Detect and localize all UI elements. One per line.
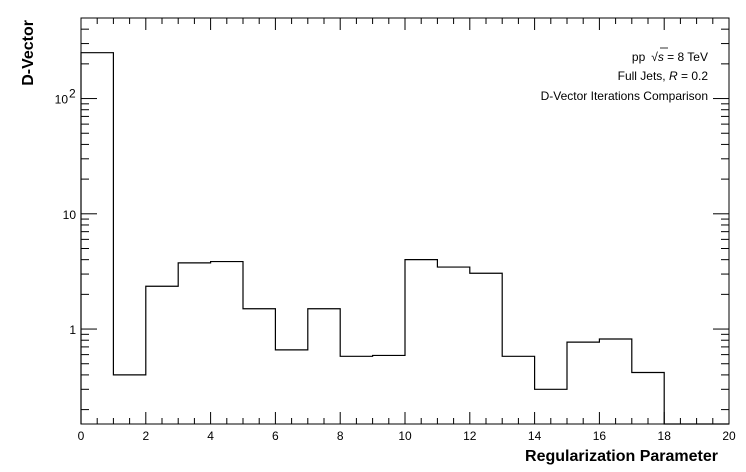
- x-tick-label: 8: [337, 429, 344, 443]
- annotation-jets: Full Jets, R = 0.2: [618, 69, 709, 83]
- y-tick-exponent: 2: [69, 87, 76, 101]
- annotation-comparison: D-Vector Iterations Comparison: [541, 89, 708, 103]
- x-tick-label: 4: [207, 429, 214, 443]
- y-axis-title: D-Vector: [20, 20, 37, 86]
- annotation-energy: pp √s = 8 TeV: [632, 50, 708, 64]
- x-tick-label: 10: [398, 429, 412, 443]
- axis-ticks: [80, 17, 730, 424]
- y-tick-label: 10: [55, 93, 69, 107]
- y-tick-label: 10: [63, 208, 77, 222]
- x-tick-label: 12: [463, 429, 477, 443]
- x-tick-label: 18: [658, 429, 672, 443]
- x-axis-title: Regularization Parameter: [525, 448, 718, 465]
- x-tick-label: 20: [722, 429, 736, 443]
- x-tick-label: 16: [593, 429, 607, 443]
- x-tick-labels: 0 2 4 6 8 10 12 14 16 18 20: [78, 429, 736, 443]
- histogram-step-line: [80, 52, 729, 425]
- annotation-block: pp √s = 8 TeV Full Jets, R = 0.2 D-Vector…: [541, 47, 709, 103]
- x-tick-label: 14: [528, 429, 542, 443]
- y-tick-label: 1: [69, 323, 76, 337]
- x-tick-label: 2: [142, 429, 149, 443]
- x-tick-label: 0: [78, 429, 85, 443]
- x-tick-label: 6: [272, 429, 279, 443]
